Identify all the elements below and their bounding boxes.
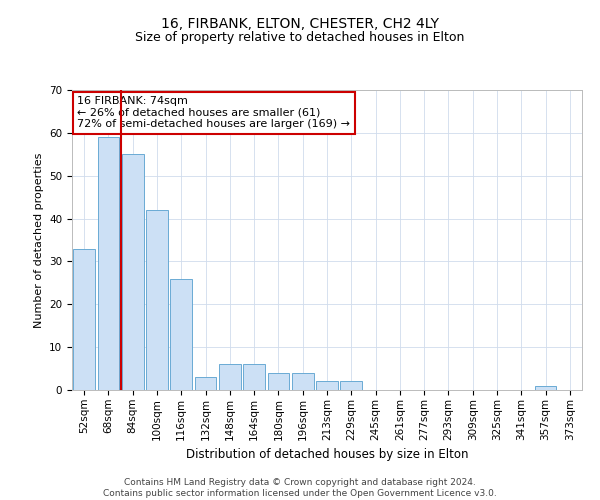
Text: 16, FIRBANK, ELTON, CHESTER, CH2 4LY: 16, FIRBANK, ELTON, CHESTER, CH2 4LY — [161, 18, 439, 32]
Bar — [122, 154, 143, 390]
Text: 16 FIRBANK: 74sqm
← 26% of detached houses are smaller (61)
72% of semi-detached: 16 FIRBANK: 74sqm ← 26% of detached hous… — [77, 96, 350, 129]
Bar — [535, 386, 556, 390]
Y-axis label: Number of detached properties: Number of detached properties — [34, 152, 44, 328]
Bar — [73, 248, 95, 390]
Bar — [194, 377, 217, 390]
Bar — [219, 364, 241, 390]
Text: Contains HM Land Registry data © Crown copyright and database right 2024.
Contai: Contains HM Land Registry data © Crown c… — [103, 478, 497, 498]
Bar — [340, 382, 362, 390]
Bar — [97, 137, 119, 390]
Bar — [268, 373, 289, 390]
Bar — [146, 210, 168, 390]
Text: Size of property relative to detached houses in Elton: Size of property relative to detached ho… — [136, 31, 464, 44]
Bar — [170, 278, 192, 390]
Bar — [243, 364, 265, 390]
Bar — [316, 382, 338, 390]
Bar — [292, 373, 314, 390]
X-axis label: Distribution of detached houses by size in Elton: Distribution of detached houses by size … — [186, 448, 468, 461]
